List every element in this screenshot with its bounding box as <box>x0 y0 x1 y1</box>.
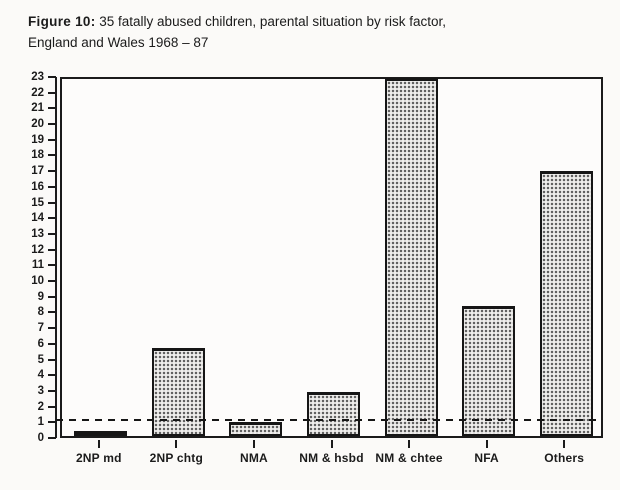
y-axis-tick <box>48 295 56 298</box>
y-axis-tick-label: 5 <box>37 353 44 366</box>
y-axis-tick-label: 6 <box>37 337 44 350</box>
y-axis-tick-label: 11 <box>31 259 44 272</box>
y-axis-tick <box>48 421 56 424</box>
y-axis-tick-label: 8 <box>37 306 44 319</box>
y-axis-tick-label: 1 <box>37 416 44 429</box>
y-axis-tick <box>48 248 56 251</box>
bar-nfa <box>462 305 516 436</box>
y-axis-tick-label: 4 <box>37 369 44 382</box>
y-axis-tick <box>48 374 56 377</box>
y-axis-tick-label: 23 <box>31 71 44 83</box>
x-axis-category-label: NFA <box>474 451 499 465</box>
x-axis-category-label: 2NP md <box>75 451 122 465</box>
y-axis-tick-label: 7 <box>37 322 44 335</box>
y-axis-tick-label: 14 <box>31 212 44 225</box>
figure-caption-line2: England and Wales 1968 – 87 <box>28 35 209 50</box>
y-axis-tick <box>48 185 56 188</box>
y-axis-tick <box>48 123 56 126</box>
x-axis-category-label: NM & chtee <box>375 451 443 465</box>
y-axis-tick <box>48 280 56 283</box>
y-axis-tick-label: 13 <box>31 227 44 240</box>
y-axis-tick <box>48 311 56 314</box>
y-axis-tick <box>48 358 56 361</box>
figure-caption-line1: Figure 10: 35 fatally abused children, p… <box>28 11 446 32</box>
y-axis-tick <box>48 389 56 392</box>
y-axis-tick <box>48 405 56 408</box>
y-axis-tick <box>48 201 56 204</box>
bar-2np-md <box>74 431 128 436</box>
y-axis-tick-label: 0 <box>37 432 44 444</box>
y-axis-tick <box>48 76 56 78</box>
y-axis-tick-label: 16 <box>31 180 44 193</box>
figure-caption: Figure 10: 35 fatally abused children, p… <box>28 11 446 53</box>
y-axis-tick <box>48 154 56 157</box>
y-axis-tick <box>48 91 56 94</box>
y-axis-tick-label: 20 <box>31 118 44 131</box>
y-axis-tick <box>48 217 56 220</box>
y-axis-tick <box>48 327 56 330</box>
plot-area <box>56 77 603 438</box>
bar-nm-chtee <box>384 78 438 436</box>
x-axis-tick <box>175 440 178 448</box>
bar-others <box>539 170 593 436</box>
y-axis-tick-label: 2 <box>37 400 44 413</box>
y-axis-tick <box>48 342 56 345</box>
x-axis-tick <box>408 440 411 448</box>
y-axis-tick-label: 15 <box>31 196 44 209</box>
y-axis-tick-label: 21 <box>31 102 44 115</box>
x-axis-category-label: NMA <box>239 451 268 465</box>
reference-dashed-line <box>56 419 601 422</box>
y-axis-tick-label: 17 <box>31 165 44 178</box>
y-axis-tick-label: 22 <box>31 86 44 99</box>
bar-nma <box>229 421 283 436</box>
y-axis-tick-label: 3 <box>37 384 44 397</box>
y-axis-tick-label: 12 <box>31 243 44 256</box>
figure-number-label: Figure 10: <box>28 14 96 29</box>
y-axis-tick-label: 18 <box>31 149 44 162</box>
x-axis-category-label: NM & hsbd <box>299 451 364 465</box>
bar-nm-hsbd <box>307 392 360 436</box>
x-axis-tick <box>485 440 488 448</box>
bar-2np-chtg <box>151 348 205 436</box>
y-axis-tick <box>48 264 56 267</box>
y-axis-tick <box>48 232 56 235</box>
x-axis-category-label: 2NP chtg <box>149 451 204 465</box>
x-axis-tick <box>330 440 333 448</box>
x-axis-tick <box>252 440 255 448</box>
y-axis-tick-label: 19 <box>31 133 44 146</box>
y-axis-tick <box>48 107 56 110</box>
y-axis-tick <box>48 170 56 173</box>
y-axis-tick <box>48 437 56 439</box>
y-axis-tick-label: 9 <box>37 290 44 303</box>
y-axis-tick <box>48 138 56 141</box>
figure-title-text: 35 fatally abused children, parental sit… <box>95 14 446 29</box>
y-axis-tick-label: 10 <box>31 275 44 288</box>
x-axis-category-label: Others <box>544 451 585 465</box>
y-axis-line <box>55 77 57 438</box>
x-axis-tick <box>97 440 100 448</box>
x-axis-tick <box>563 440 566 448</box>
